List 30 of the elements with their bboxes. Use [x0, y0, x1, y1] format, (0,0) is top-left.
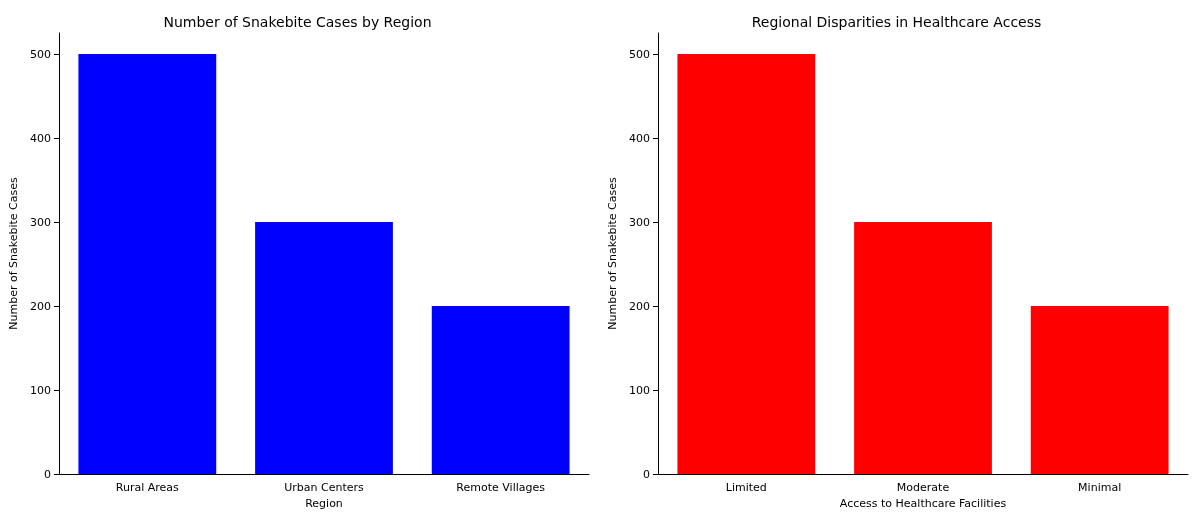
x-tick-label: Urban Centers	[284, 481, 365, 494]
x-tick-label: Limited	[725, 481, 767, 494]
y-tick-label: 500	[629, 47, 650, 61]
chart-title: Number of Snakebite Cases by Region	[163, 14, 432, 30]
x-tick-label: Rural Areas	[115, 481, 180, 494]
y-tick-label: 0	[44, 467, 51, 481]
y-tick-label: 100	[30, 383, 51, 397]
y-tick-label: 200	[30, 299, 51, 313]
bar	[78, 54, 217, 474]
y-tick-label: 300	[629, 215, 650, 229]
x-tick-label: Minimal	[1078, 481, 1122, 494]
x-axis-title: Region	[305, 497, 343, 510]
y-tick-label: 100	[629, 383, 650, 397]
y-tick-label: 200	[629, 299, 650, 313]
bar	[255, 222, 393, 474]
y-tick-label: 0	[643, 467, 650, 481]
y-axis-title: Number of Snakebite Cases	[7, 176, 20, 330]
bar	[677, 54, 816, 474]
x-tick-label: Remote Villages	[456, 481, 546, 494]
y-tick-label: 400	[30, 131, 51, 145]
y-tick-label: 400	[629, 131, 650, 145]
y-tick-label: 300	[30, 215, 51, 229]
chart-title: Regional Disparities in Healthcare Access	[751, 14, 1042, 30]
bar	[431, 306, 570, 474]
bar	[1030, 306, 1169, 474]
x-axis-title: Access to Healthcare Facilities	[839, 497, 1007, 510]
y-axis-title: Number of Snakebite Cases	[606, 176, 619, 330]
bar	[854, 222, 992, 474]
x-tick-label: Moderate	[896, 481, 950, 494]
y-tick-label: 500	[30, 47, 51, 61]
